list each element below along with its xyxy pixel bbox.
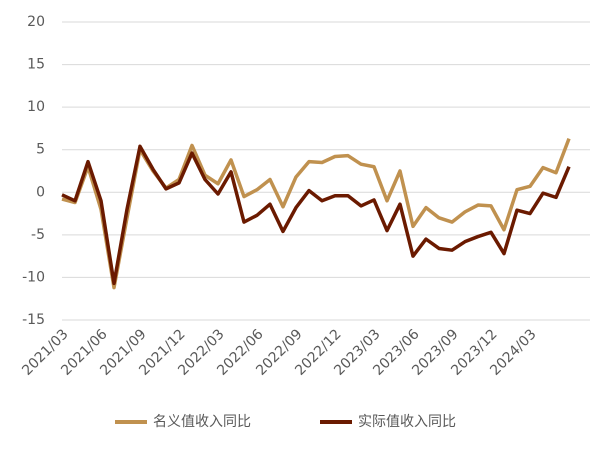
- y-tick-label: 0: [36, 184, 45, 200]
- series-line: [61, 144, 571, 286]
- legend-label: 实际值收入同比: [358, 414, 456, 430]
- y-tick-label: 5: [36, 142, 45, 158]
- y-tick-label: 15: [27, 57, 45, 73]
- legend-label: 名义值收入同比: [153, 414, 251, 430]
- y-tick-label: -10: [22, 269, 45, 285]
- y-tick-label: -5: [31, 227, 45, 243]
- y-tick-label: 20: [27, 14, 45, 30]
- y-tick-label: 10: [27, 99, 45, 115]
- y-tick-label: -15: [22, 312, 45, 328]
